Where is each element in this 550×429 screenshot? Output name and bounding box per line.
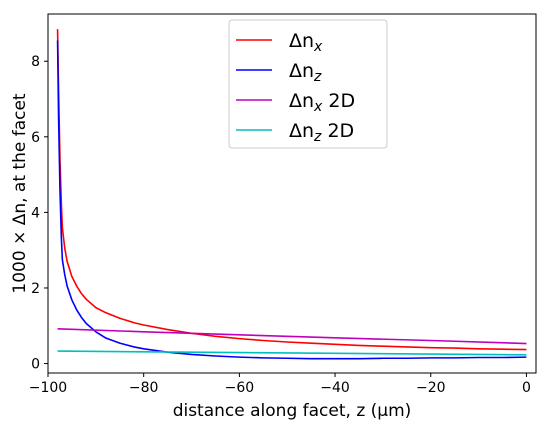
series-line-2 [56, 40, 527, 360]
y-axis-label: 1000 × Δn, at the facet [10, 93, 30, 294]
y-tick-label: 4 [31, 205, 40, 221]
legend-label: Δnz [289, 60, 322, 85]
x-tick-label: −80 [129, 380, 159, 396]
x-tick-label: −20 [416, 380, 446, 396]
legend-label: Δnz 2D [289, 120, 354, 145]
y-tick-label: 0 [31, 357, 40, 373]
legend: Δnx Δnz Δnx 2D Δnz 2D [228, 19, 388, 149]
series-layer [56, 29, 527, 360]
series-line-3 [57, 327, 527, 345]
series-line-1 [56, 29, 527, 351]
legend-label: Δnx [289, 30, 323, 55]
legend-box [228, 19, 388, 149]
plot-frame [47, 13, 537, 374]
series-line-4 [57, 350, 527, 356]
legend-label: Δnx 2D [289, 90, 355, 115]
x-tick-label: −60 [225, 380, 255, 396]
x-tick-label: −40 [320, 380, 350, 396]
x-tick-label: −100 [29, 380, 67, 396]
y-tick-label: 2 [31, 281, 40, 297]
y-tick-label: 6 [31, 130, 40, 146]
x-axis-ticks: −100 −80 −60 −40 −20 0 [29, 373, 531, 396]
y-axis-ticks: 0 2 4 6 8 [31, 54, 48, 373]
y-tick-label: 8 [31, 54, 40, 70]
legend-items: Δnx Δnz Δnx 2D Δnz 2D [236, 30, 355, 145]
x-axis-label: distance along facet, z (μm) [173, 401, 412, 421]
x-tick-label: 0 [522, 380, 531, 396]
